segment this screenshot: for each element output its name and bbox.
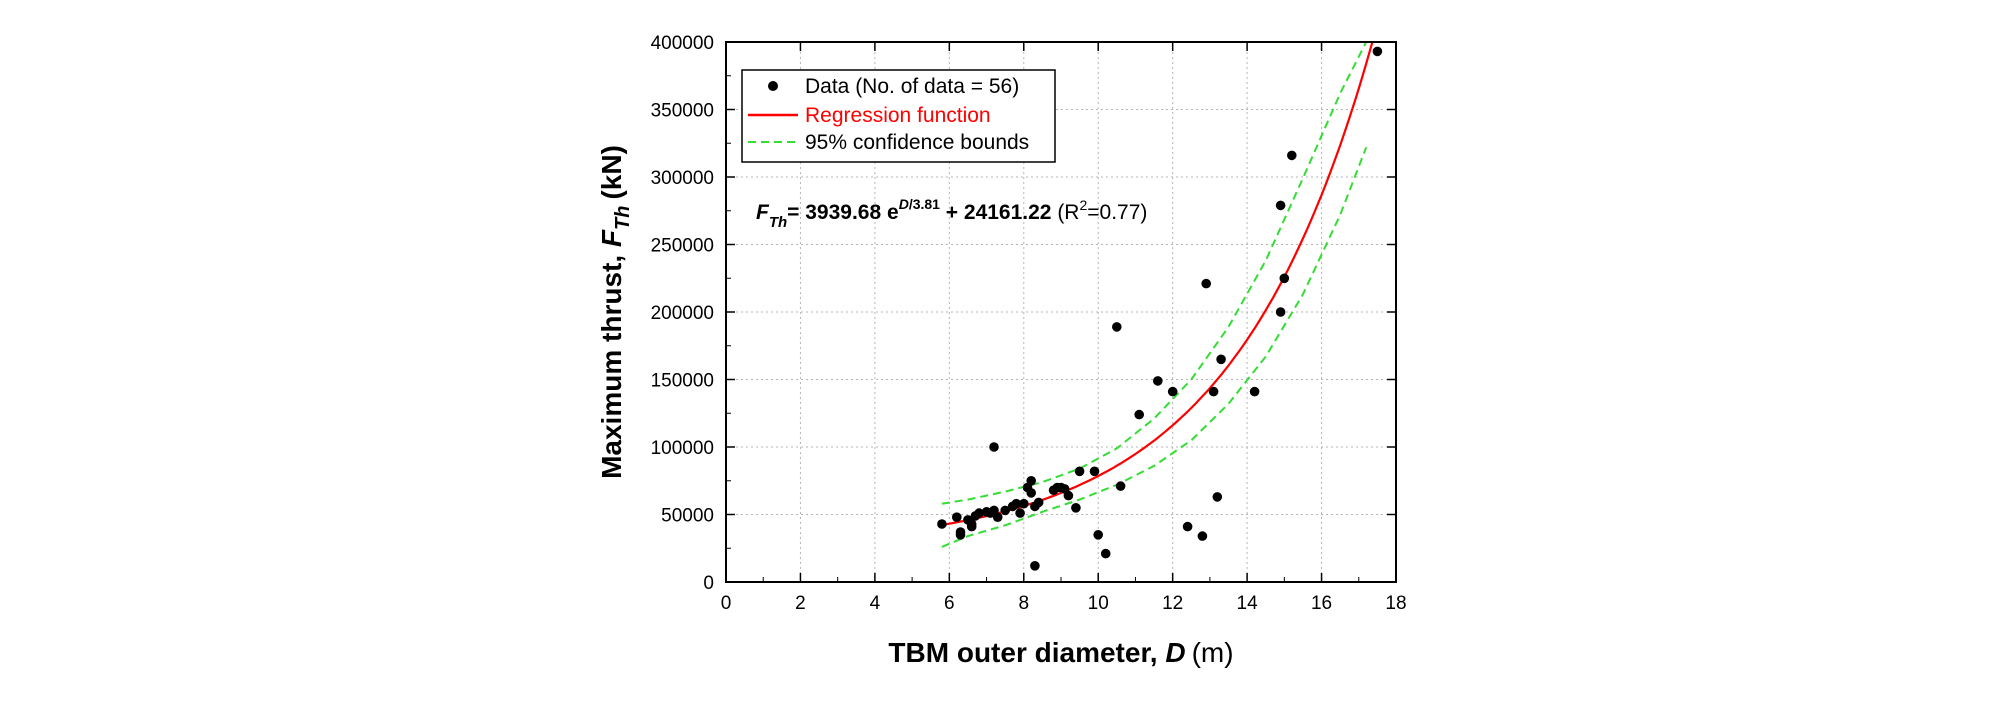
y-tick-label: 400000	[651, 33, 714, 54]
x-axis-title: TBM outer diameter, D (m)	[888, 637, 1233, 668]
data-point	[1033, 497, 1044, 508]
data-point	[1201, 278, 1211, 289]
data-point	[1000, 505, 1010, 516]
legend-marker-data	[768, 81, 778, 91]
data-point	[1112, 322, 1122, 332]
x-axis-ticks: 0 2 4 6 8 10 12 14 16 18	[721, 42, 1407, 614]
confidence-bound-lower	[941, 146, 1368, 548]
legend: Data (No. of data = 56) Regression funct…	[741, 69, 1056, 163]
y-axis-title-subscript: Th	[612, 206, 634, 230]
x-tick-label: 6	[944, 593, 955, 614]
data-point	[1197, 531, 1208, 541]
data-point	[1279, 273, 1290, 284]
x-tick-label: 14	[1237, 593, 1259, 614]
x-axis-title-prefix: TBM outer diameter,	[888, 637, 1165, 668]
equation-r2-superscript: 2	[1079, 197, 1087, 213]
x-tick-label: 4	[870, 593, 881, 614]
data-point	[966, 521, 977, 532]
data-point	[1212, 492, 1223, 502]
data-point	[1153, 376, 1163, 386]
x-tick-label: 10	[1088, 593, 1109, 614]
y-tick-label: 0	[703, 573, 714, 594]
data-point	[1287, 150, 1297, 161]
x-tick-label: 8	[1018, 593, 1029, 614]
x-tick-label: 18	[1385, 593, 1406, 614]
equation-coefficient: = 3939.68 e	[787, 201, 899, 224]
x-axis-title-unit: (m)	[1192, 637, 1234, 668]
data-point	[974, 508, 984, 518]
data-point	[989, 442, 999, 452]
y-axis-title-symbol: F	[596, 229, 627, 247]
y-tick-label: 100000	[651, 438, 714, 459]
data-point	[1100, 548, 1111, 559]
legend-label-confidence: 95% confidence bounds	[805, 131, 1029, 154]
data-point	[1115, 481, 1126, 491]
y-tick-label: 250000	[651, 236, 714, 257]
y-tick-label: 50000	[661, 506, 714, 527]
data-point	[1019, 498, 1029, 509]
y-axis-title-unit: (kN)	[596, 145, 627, 199]
y-tick-label: 300000	[651, 168, 714, 189]
equation-r2-suffix: =0.77)	[1087, 201, 1147, 224]
equation-exponent-symbol: D	[899, 196, 909, 212]
x-tick-label: 0	[721, 593, 732, 614]
data-point	[955, 530, 966, 540]
data-point	[1030, 561, 1040, 571]
data-point	[1134, 409, 1144, 420]
data-point	[937, 519, 947, 529]
regression-equation: FTh= 3939.68 eD/3.81 + 24161.22 (R2=0.77…	[756, 196, 1147, 231]
equation-lhs-subscript: Th	[769, 214, 787, 231]
x-tick-label: 16	[1311, 593, 1332, 614]
data-point	[1167, 386, 1178, 397]
y-tick-label: 150000	[651, 371, 714, 392]
data-point	[1026, 476, 1036, 486]
confidence-bounds	[941, 42, 1368, 548]
y-tick-label: 200000	[651, 303, 714, 324]
legend-label-data: Data (No. of data = 56)	[805, 75, 1019, 98]
data-point	[952, 512, 962, 522]
equation-exponent-rest: /3.81	[909, 196, 940, 212]
data-point	[1372, 46, 1383, 57]
x-tick-label: 2	[795, 593, 806, 614]
data-point	[1089, 466, 1100, 477]
data-point	[1093, 530, 1103, 540]
equation-constant: + 24161.22	[940, 201, 1052, 224]
x-axis-title-symbol: D	[1165, 637, 1185, 668]
data-point	[992, 512, 1003, 522]
data-point	[1249, 386, 1260, 397]
y-tick-label: 350000	[651, 101, 714, 122]
equation-lhs-symbol: F	[756, 201, 770, 224]
data-point	[1074, 466, 1085, 477]
data-point	[1216, 354, 1226, 365]
legend-label-regression: Regression function	[805, 104, 991, 127]
data-points	[937, 46, 1383, 571]
y-axis-title: Maximum thrust, FTh (kN)	[596, 145, 634, 479]
y-axis-ticks: 0 50000 100000 150000 200000 250000 300000 3500…	[651, 33, 1396, 594]
y-axis-title-prefix: Maximum thrust,	[596, 247, 627, 479]
x-tick-label: 12	[1162, 593, 1183, 614]
data-point	[1275, 200, 1286, 211]
data-point	[1011, 498, 1022, 509]
data-point	[1275, 307, 1286, 317]
equation-r2-prefix: (R	[1051, 201, 1079, 224]
data-point	[1208, 386, 1219, 397]
data-point	[1071, 503, 1081, 513]
data-point	[1015, 508, 1025, 518]
data-point	[1182, 521, 1193, 532]
data-point	[1026, 488, 1036, 498]
data-point	[1063, 490, 1074, 501]
